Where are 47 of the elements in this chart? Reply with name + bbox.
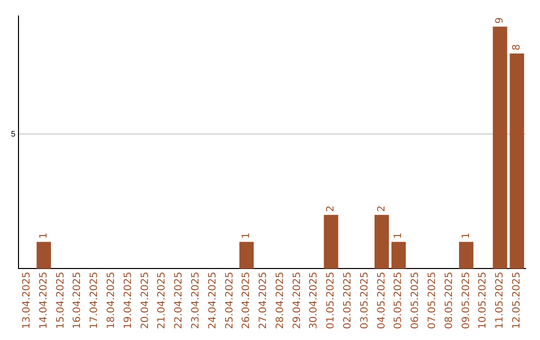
x-tick-label: 24.04.2025 bbox=[207, 272, 218, 330]
x-tick-label: 26.04.2025 bbox=[241, 272, 252, 330]
x-tick-label: 19.04.2025 bbox=[122, 272, 134, 330]
bar bbox=[239, 242, 254, 269]
x-tick-label: 02.05.2025 bbox=[342, 272, 354, 330]
x-tick-label: 21.04.2025 bbox=[156, 272, 168, 330]
x-tick-label: 25.04.2025 bbox=[224, 272, 236, 330]
data-label: 1 bbox=[38, 232, 50, 239]
x-tick-label: 23.04.2025 bbox=[190, 272, 202, 330]
data-label: 1 bbox=[241, 232, 252, 239]
x-tick-label: 16.04.2025 bbox=[72, 272, 84, 330]
data-label: 9 bbox=[494, 17, 506, 24]
x-tick-label: 30.04.2025 bbox=[308, 272, 320, 330]
x-tick-label: 11.05.2025 bbox=[494, 272, 506, 330]
data-label: 1 bbox=[460, 232, 472, 239]
data-label: 2 bbox=[326, 206, 337, 212]
x-tick-label: 28.04.2025 bbox=[274, 272, 286, 330]
x-tick-label: 10.05.2025 bbox=[478, 272, 489, 330]
bar bbox=[324, 214, 338, 269]
x-tick-label: 06.05.2025 bbox=[410, 272, 422, 330]
bar bbox=[391, 242, 406, 269]
bar bbox=[459, 242, 474, 269]
x-tick-label: 13.04.2025 bbox=[21, 272, 32, 330]
bar bbox=[374, 214, 389, 269]
x-tick-label: 04.05.2025 bbox=[376, 272, 388, 330]
data-label: 8 bbox=[511, 44, 522, 50]
x-tick-label: 03.05.2025 bbox=[359, 272, 370, 330]
x-tick-label: 09.05.2025 bbox=[460, 272, 472, 330]
x-tick-label: 14.04.2025 bbox=[38, 272, 50, 330]
x-tick-label: 08.05.2025 bbox=[444, 272, 455, 330]
x-tick-label: 17.04.2025 bbox=[89, 272, 100, 330]
x-tick-label: 01.05.2025 bbox=[326, 272, 337, 330]
bar bbox=[510, 53, 524, 269]
data-label: 2 bbox=[376, 206, 388, 212]
x-tick-label: 18.04.2025 bbox=[106, 272, 117, 330]
x-tick-label: 07.05.2025 bbox=[427, 272, 438, 330]
y-tick-label: 5 bbox=[10, 129, 16, 138]
data-label: 1 bbox=[393, 232, 404, 239]
x-tick-label: 29.04.2025 bbox=[292, 272, 303, 330]
x-tick-label: 20.04.2025 bbox=[140, 272, 151, 330]
x-tick-label: 05.05.2025 bbox=[393, 272, 404, 330]
x-tick-label: 12.05.2025 bbox=[511, 272, 522, 330]
x-tick-label: 22.04.2025 bbox=[174, 272, 185, 330]
x-tick-label: 15.04.2025 bbox=[55, 272, 66, 330]
x-tick-label: 27.04.2025 bbox=[258, 272, 270, 330]
bar bbox=[36, 242, 51, 269]
bar bbox=[492, 26, 508, 269]
